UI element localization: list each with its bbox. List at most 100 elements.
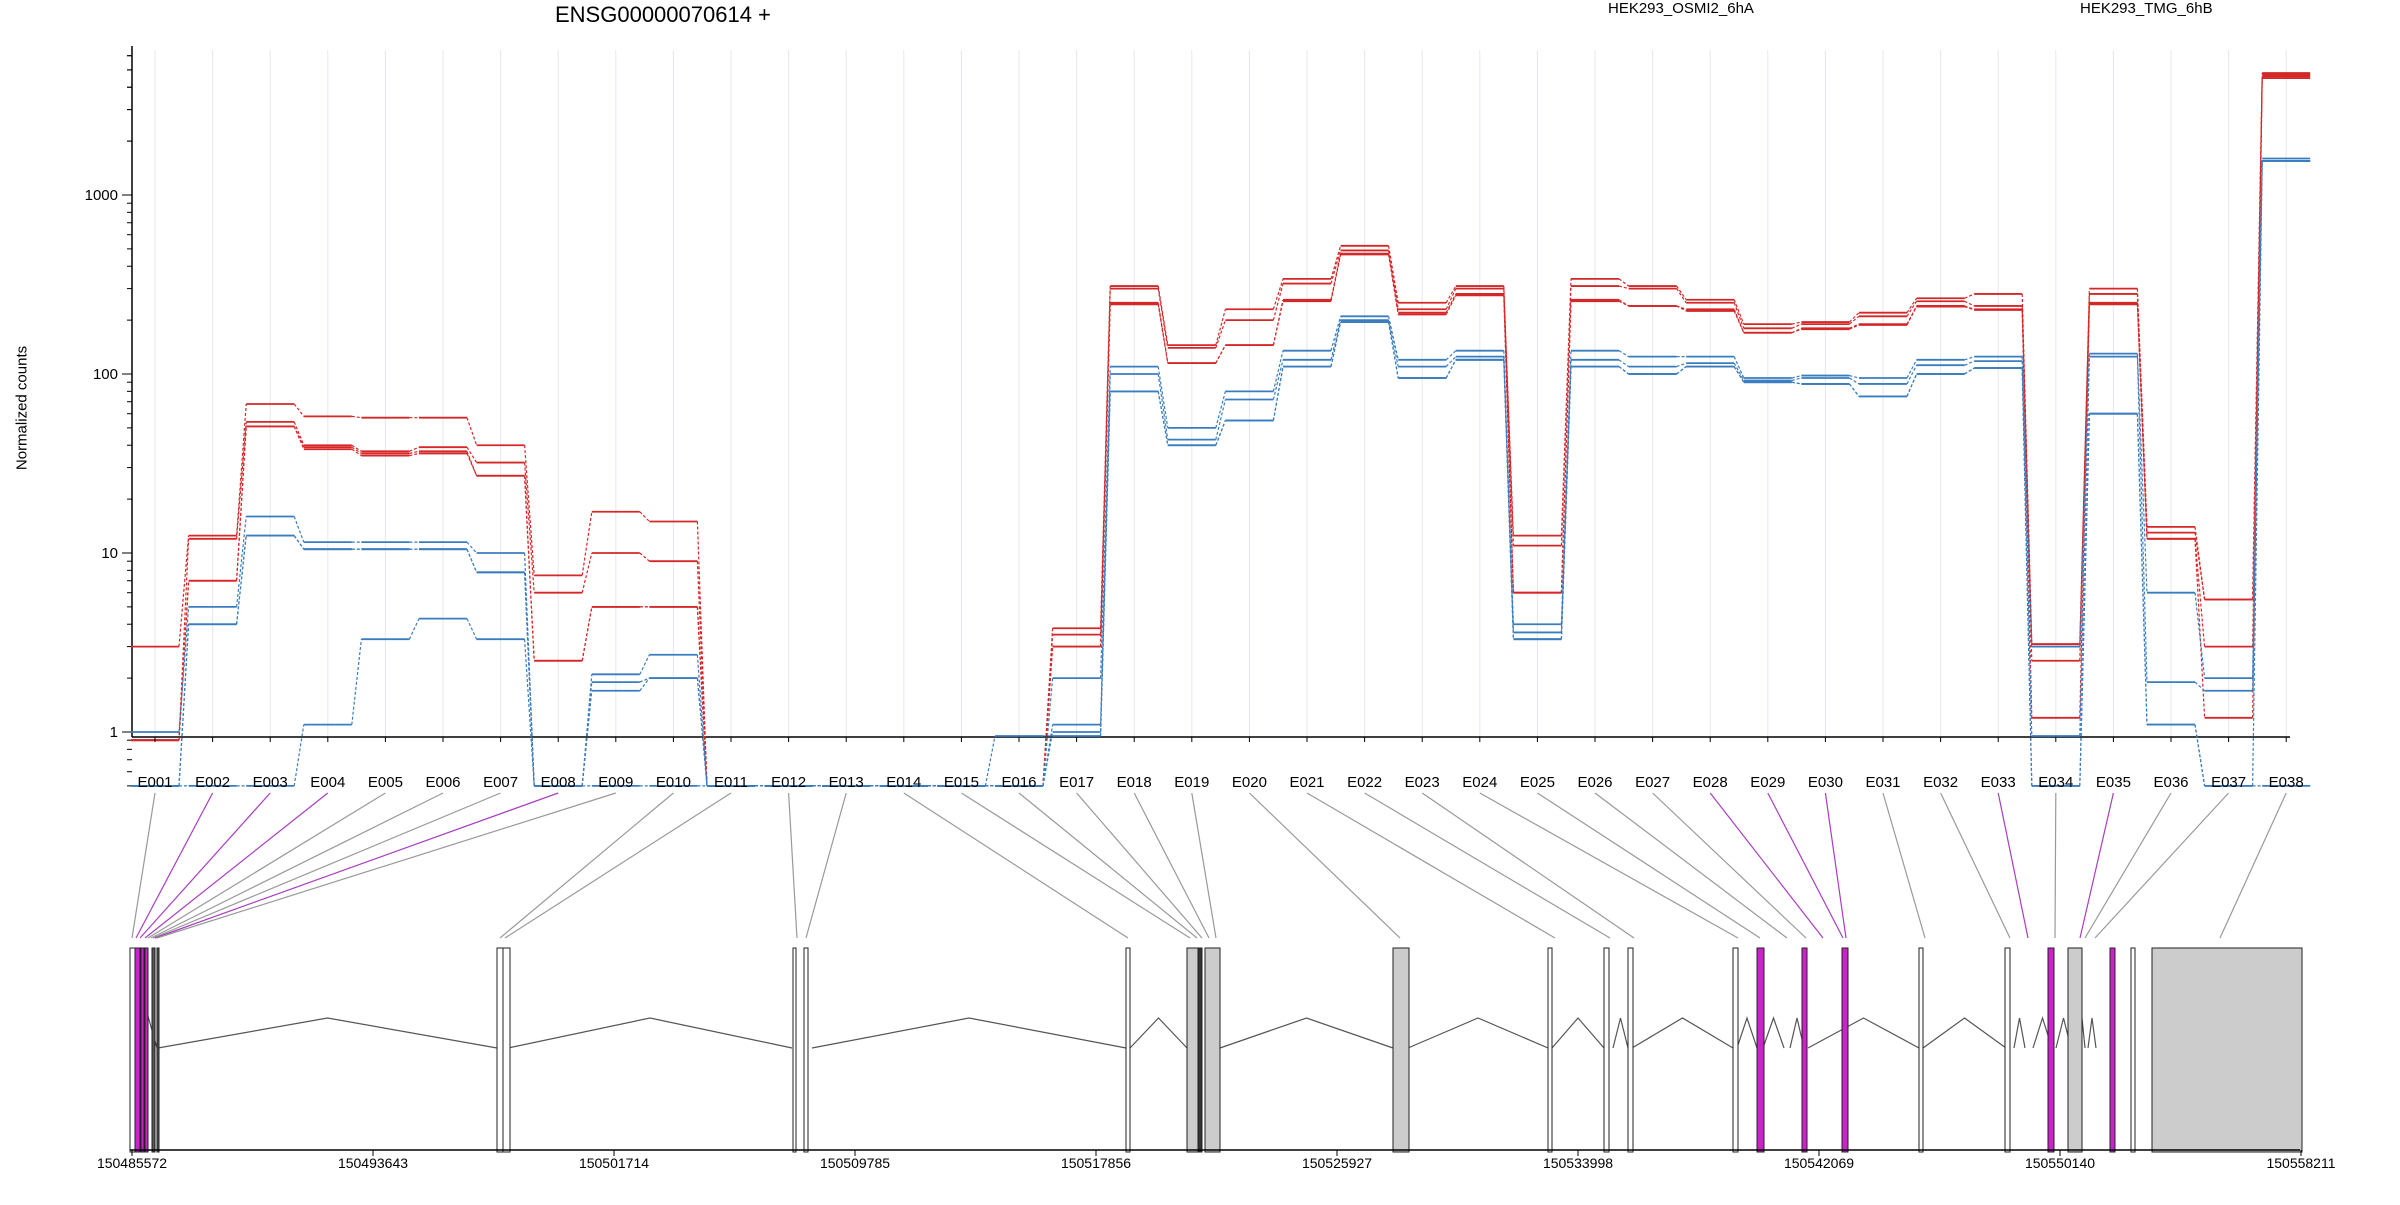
series-4-connector (2252, 158, 2263, 679)
series-5-connector (2079, 356, 2090, 737)
series-0-connector (1042, 628, 1054, 786)
series-4-connector (1906, 359, 1918, 379)
x-tick-label: E003 (253, 774, 288, 791)
x-tick-label: E026 (1577, 774, 1612, 791)
x-tick-label: E019 (1174, 774, 1209, 791)
x-tick-label: E025 (1520, 774, 1555, 791)
series-1-connector (1445, 288, 1457, 310)
x-tick-label: E010 (656, 774, 691, 791)
series-3-connector (2136, 304, 2148, 539)
series-4-connector (1618, 350, 1629, 358)
series-7 (131, 321, 2311, 787)
connector-E010 (499, 792, 674, 939)
series-5-connector (2194, 681, 2206, 692)
series-6-connector (1042, 731, 1054, 786)
x-tick-label: E021 (1289, 774, 1324, 791)
series-1-connector (1849, 315, 1860, 325)
legend-entry-osmi2: HEK293_OSMI2_6hA (1608, 0, 1754, 17)
series-1-connector (1618, 285, 1629, 290)
y-tick-label: 1 (110, 724, 118, 741)
series-0-connector (639, 511, 650, 522)
x-tick-label: E038 (2269, 774, 2304, 791)
series-3-connector (236, 426, 247, 581)
series-6-connector (524, 572, 535, 786)
connector-E001 (131, 792, 156, 939)
series-3-connector (1445, 295, 1457, 315)
series-1-connector (1964, 300, 1975, 307)
series-4-connector (2079, 353, 2090, 647)
x-tick-label: E001 (137, 774, 172, 791)
connector-E027 (1652, 792, 1807, 939)
series-1-connector (351, 444, 362, 452)
connector-E002 (135, 792, 214, 939)
series-3-connector (466, 453, 478, 477)
series-4-connector (1215, 391, 1226, 429)
series-1-connector (1676, 288, 1687, 304)
exon-box (1841, 947, 1849, 1153)
exon-box (502, 947, 511, 1153)
series-2-connector (1445, 293, 1457, 313)
series-1-connector (581, 552, 593, 593)
x-tick-label: E035 (2096, 774, 2131, 791)
series-4-connector (1272, 350, 1284, 392)
series-7-connector (984, 735, 996, 786)
series-0-connector (178, 535, 190, 647)
coordinate-label: 150493643 (338, 1155, 408, 1171)
connector-E014 (903, 792, 1129, 939)
legend-entry-tmg: HEK293_TMG_6hB (2080, 0, 2213, 17)
connector-E028 (1709, 792, 1824, 939)
x-tick-label: E036 (2153, 774, 2188, 791)
x-tick-label: E009 (598, 774, 633, 791)
connector-E030 (1824, 792, 1847, 939)
series-3-connector (524, 475, 535, 661)
x-tick-label: E014 (886, 774, 921, 791)
connector-E034 (2054, 792, 2057, 939)
series-2-connector (1330, 253, 1342, 300)
x-tick-label: E006 (425, 774, 460, 791)
series-3-connector (178, 580, 190, 741)
connector-E017 (1076, 792, 1203, 939)
series-7-connector (293, 724, 305, 786)
exon-box (134, 947, 141, 1153)
x-tick-label: E017 (1059, 774, 1094, 791)
x-tick-label: E022 (1347, 774, 1382, 791)
x-tick-label: E015 (944, 774, 979, 791)
series-4-connector (466, 541, 478, 554)
series-7-connector (1560, 366, 1572, 640)
series-2-connector (466, 451, 478, 477)
series-1-connector (466, 446, 478, 463)
series-5-connector (1618, 359, 1629, 368)
series-3-connector (696, 606, 708, 786)
exon-box (2067, 947, 2083, 1153)
exon-connectors (131, 792, 2287, 939)
series-4-connector (1791, 374, 1802, 379)
exon-box (1197, 947, 1203, 1153)
connector-E025 (1537, 792, 1761, 939)
series-3-connector (1791, 328, 1802, 334)
exon-box (2151, 947, 2303, 1153)
connector-E008 (154, 792, 559, 939)
x-tick-label: E032 (1923, 774, 1958, 791)
series-1-connector (1100, 288, 1111, 635)
exon-box (496, 947, 504, 1153)
series-5-connector (1215, 399, 1226, 440)
exon-box (151, 947, 156, 1153)
series-7-connector (1676, 366, 1687, 375)
series-0-connector (293, 403, 305, 417)
exon-box (1756, 947, 1765, 1153)
exon-box (1392, 947, 1410, 1153)
connector-E024 (1479, 792, 1739, 939)
series-5-connector (639, 677, 650, 683)
series-1-connector (1272, 283, 1284, 321)
y-tick-label: 1000 (85, 187, 118, 204)
grid (154, 50, 2287, 737)
series-7-connector (1848, 383, 1860, 397)
series-0 (131, 72, 2311, 787)
connector-E006 (150, 792, 444, 939)
series-4 (131, 157, 2311, 787)
x-tick-label: E023 (1405, 774, 1440, 791)
x-tick-label: E012 (771, 774, 806, 791)
series-7-connector (466, 618, 478, 640)
series-7-connector (351, 639, 362, 725)
